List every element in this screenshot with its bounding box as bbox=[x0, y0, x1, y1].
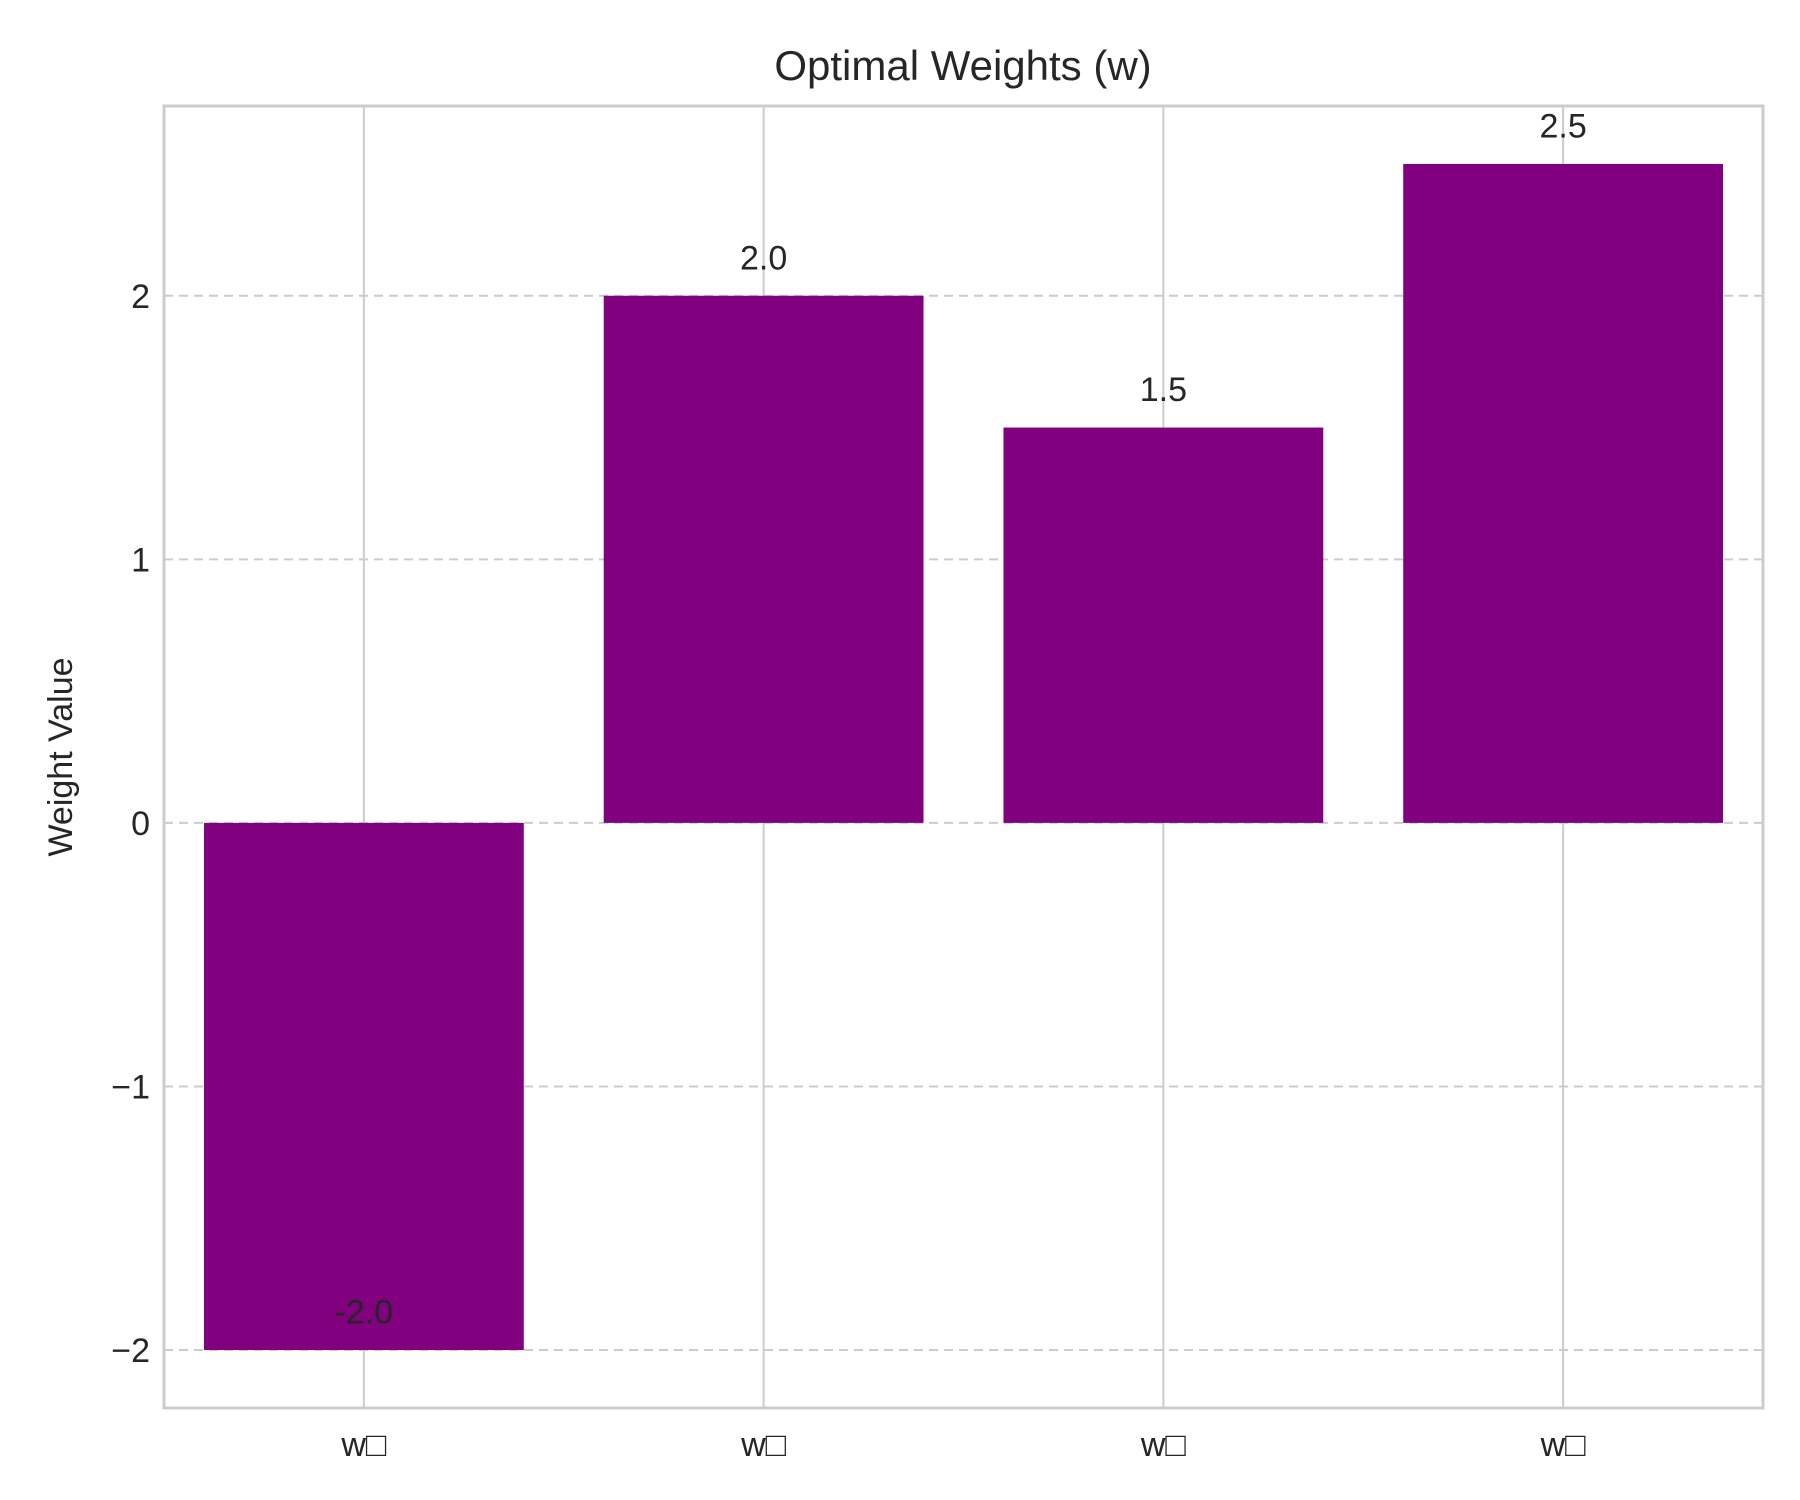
data-labels-layer: -2.0 2.0 1.5 2.5 bbox=[335, 108, 1587, 1332]
y-tick-label: 2 bbox=[131, 278, 150, 316]
chart-title: Optimal Weights (w) bbox=[774, 42, 1151, 89]
y-axis-title: Weight Value bbox=[42, 657, 80, 856]
bar-value-label: 2.5 bbox=[1539, 108, 1586, 146]
x-tick-label: w□ bbox=[740, 1426, 787, 1464]
y-tick-label: −2 bbox=[111, 1332, 150, 1370]
x-tick-label: w□ bbox=[1140, 1426, 1187, 1464]
bar-value-label: -2.0 bbox=[335, 1294, 394, 1332]
x-tick-labels: w□ w□ w□ w□ bbox=[340, 1426, 1586, 1464]
y-tick-label: −1 bbox=[111, 1068, 150, 1106]
bar bbox=[603, 295, 924, 823]
bars-layer bbox=[203, 163, 1724, 1351]
bar bbox=[203, 822, 524, 1351]
plot-frame bbox=[162, 104, 1765, 1410]
bar bbox=[1003, 427, 1324, 823]
bar bbox=[1403, 163, 1724, 823]
y-tick-label: 0 bbox=[131, 805, 150, 843]
x-tick-label: w□ bbox=[1540, 1426, 1587, 1464]
y-tick-label: 1 bbox=[131, 541, 150, 579]
y-tick-labels: −2 −1 0 1 2 bbox=[111, 278, 150, 1370]
bar-value-label: 2.0 bbox=[740, 239, 787, 277]
x-tick-label: w□ bbox=[340, 1426, 387, 1464]
bar-value-label: 1.5 bbox=[1140, 371, 1187, 409]
